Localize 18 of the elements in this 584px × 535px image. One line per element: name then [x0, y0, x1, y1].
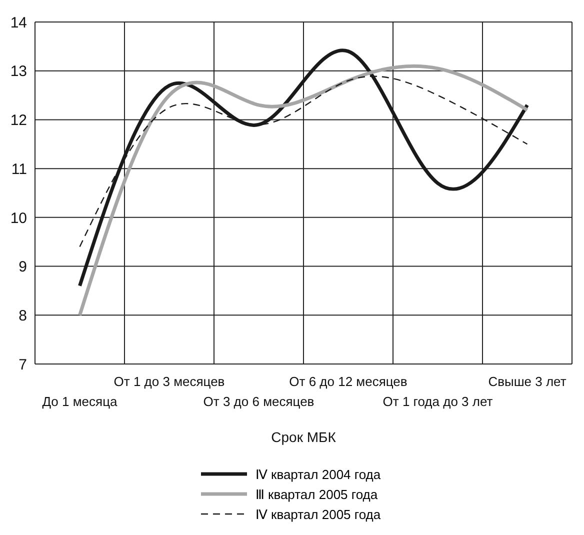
legend-label: Ⅳ квартал 2004 года	[255, 466, 381, 482]
x-tick-label: Свыше 3 лет	[488, 374, 566, 389]
y-tick-label: 10	[10, 210, 27, 227]
y-tick-label: 13	[10, 63, 27, 80]
x-tick-label: От 3 до 6 месяцев	[203, 394, 314, 409]
x-tick-label: От 1 года до 3 лет	[382, 394, 493, 409]
y-tick-label: 7	[18, 356, 27, 374]
x-tick-label: От 6 до 12 месяцев	[289, 374, 408, 389]
x-tick-label: От 1 до 3 месяцев	[114, 374, 225, 389]
y-tick-label: 11	[11, 160, 27, 178]
y-tick-label: 14	[10, 14, 27, 32]
x-axis-title: Срок МБК	[271, 429, 337, 445]
y-tick-label: 8	[18, 307, 27, 324]
y-tick-label: 12	[10, 112, 27, 130]
legend-label: Ⅳ квартал 2005 года	[255, 506, 381, 522]
x-tick-label: До 1 месяца	[42, 394, 118, 409]
y-tick-label: 9	[18, 258, 27, 276]
legend-label: Ⅲ квартал 2005 года	[255, 486, 378, 502]
